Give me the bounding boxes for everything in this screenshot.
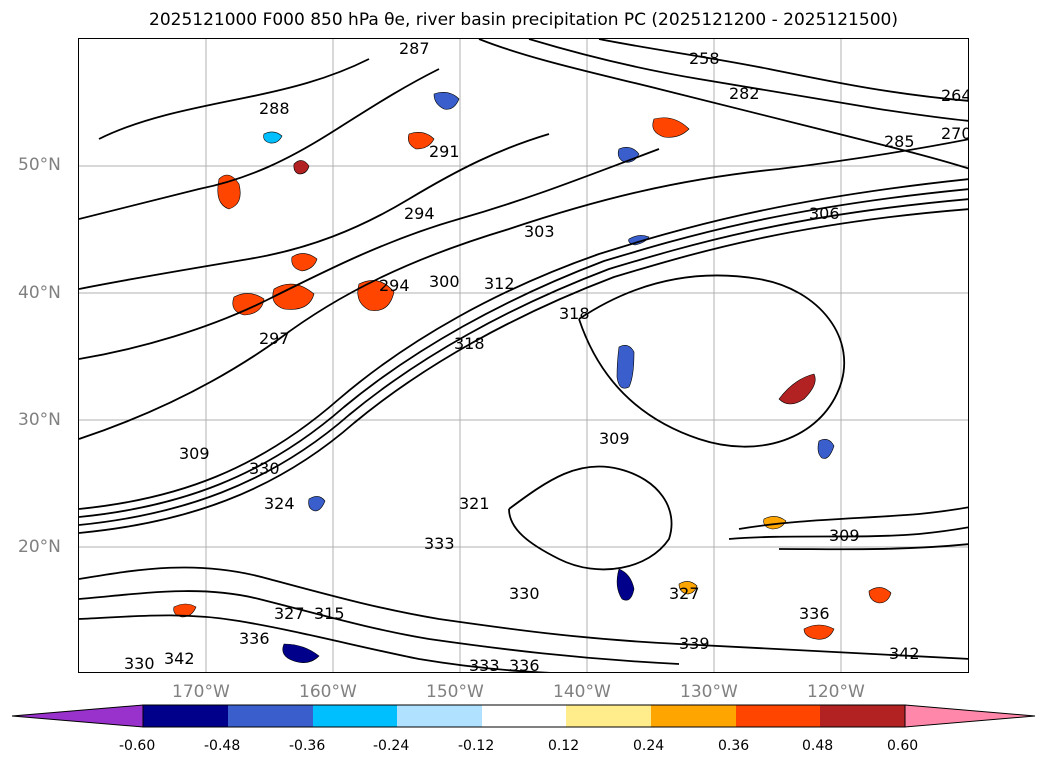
precip-blob	[817, 439, 835, 459]
precip-blob	[616, 345, 635, 389]
contour-label: 336	[799, 604, 830, 623]
colorbar-segment	[566, 705, 651, 727]
contour-label: 297	[259, 329, 290, 348]
colorbar-segment	[482, 705, 566, 727]
lon-label-120w: 120°W	[807, 682, 865, 702]
colorbar-tick-label: -0.12	[458, 738, 495, 754]
contour-label: 336	[509, 656, 540, 673]
contour-label: 294	[379, 276, 410, 295]
precip-blob	[217, 174, 241, 210]
colorbar-tick-label: -0.36	[289, 738, 326, 754]
map-canvas: 264 270 258 288 285 287 282 291 294 297 …	[79, 39, 969, 673]
colorbar-extend-high	[904, 704, 1036, 728]
precip-blob	[778, 373, 816, 405]
lat-label-40n: 40°N	[18, 283, 61, 303]
contour-label: 342	[889, 644, 920, 663]
theta-e-contours	[79, 39, 968, 672]
lat-label-30n: 30°N	[18, 410, 61, 430]
contour-label: 327	[274, 604, 305, 623]
precip-blob	[868, 587, 892, 604]
precip-blob	[433, 92, 460, 110]
precip-blob	[291, 253, 318, 272]
precip-blob	[263, 131, 283, 144]
contour-label: 264	[941, 86, 969, 105]
colorbar-tick-label: -0.24	[373, 738, 410, 754]
colorbar-segment	[820, 705, 905, 727]
lat-label-50n: 50°N	[18, 155, 61, 175]
precip-blob	[272, 283, 315, 310]
precip-blob	[173, 603, 197, 618]
precip-blob	[803, 624, 835, 640]
contour-label: 333	[424, 534, 455, 553]
lon-label-170w: 170°W	[172, 682, 230, 702]
contour-label: 339	[679, 634, 710, 653]
contour-label: 309	[179, 444, 210, 463]
precip-blob	[678, 581, 698, 595]
contour-label: 258	[689, 49, 720, 68]
map-title: 2025121000 F000 850 hPa θe, river basin …	[149, 10, 898, 30]
contour-label: 306	[809, 204, 840, 223]
contour-label: 312	[484, 274, 515, 293]
colorbar-tick-label: -0.48	[204, 738, 241, 754]
contour-label: 333	[469, 656, 500, 673]
colorbar-segment	[228, 705, 313, 727]
lon-label-140w: 140°W	[553, 682, 611, 702]
colorbar-tick-label: -0.60	[119, 738, 156, 754]
colorbar-segment	[397, 705, 482, 727]
colorbar-segment	[736, 705, 820, 727]
contour-label: 294	[404, 204, 435, 223]
contour-label: 330	[124, 654, 155, 673]
lon-label-160w: 160°W	[299, 682, 357, 702]
contour-label: 321	[459, 494, 490, 513]
precip-blob	[308, 496, 326, 512]
colorbar-tick-label: 0.48	[802, 738, 834, 754]
contour-label: 303	[524, 222, 555, 241]
colorbar-segment	[651, 705, 736, 727]
contour-label: 291	[429, 142, 460, 161]
precip-blob	[357, 280, 395, 311]
precip-blob	[232, 293, 265, 316]
contour-label: 282	[729, 84, 760, 103]
contour-label: 309	[829, 526, 860, 545]
contour-label: 318	[559, 304, 590, 323]
contour-label: 288	[259, 99, 290, 118]
colorbar-segment	[143, 705, 228, 727]
precip-shading	[173, 92, 892, 663]
precip-blob	[652, 117, 690, 138]
colorbar	[11, 704, 1036, 728]
colorbar-tick-label: 0.60	[887, 738, 919, 754]
colorbar-tick-label: 0.12	[548, 738, 580, 754]
lon-label-150w: 150°W	[426, 682, 484, 702]
colorbar-extend-low	[11, 704, 144, 728]
graticule	[79, 39, 968, 672]
colorbar-tick-label: 0.36	[718, 738, 750, 754]
contour-label: 342	[164, 649, 195, 668]
contour-label: 309	[599, 429, 630, 448]
contour-label: 318	[454, 334, 485, 353]
lat-label-20n: 20°N	[18, 537, 61, 557]
contour-label: 315	[314, 604, 345, 623]
precip-blob	[408, 132, 435, 150]
contour-label: 300	[429, 272, 460, 291]
contour-label: 327	[669, 584, 700, 603]
colorbar-segment	[313, 705, 397, 727]
map-panel: 264 270 258 288 285 287 282 291 294 297 …	[78, 38, 969, 673]
precip-blob	[282, 643, 320, 663]
contour-label-group: 264 270 258 288 285 287 282 291 294 297 …	[124, 39, 969, 673]
contour-label: 324	[264, 494, 295, 513]
colorbar-tick-label: 0.24	[633, 738, 665, 754]
contour-label: 330	[249, 459, 280, 478]
contour-label: 285	[884, 132, 915, 151]
contour-label: 336	[239, 629, 270, 648]
precip-blob	[616, 568, 635, 601]
contour-label: 330	[509, 584, 540, 603]
contour-label: 287	[399, 39, 430, 58]
precip-blob	[293, 160, 310, 175]
contour-label: 270	[941, 124, 969, 143]
lon-label-130w: 130°W	[680, 682, 738, 702]
